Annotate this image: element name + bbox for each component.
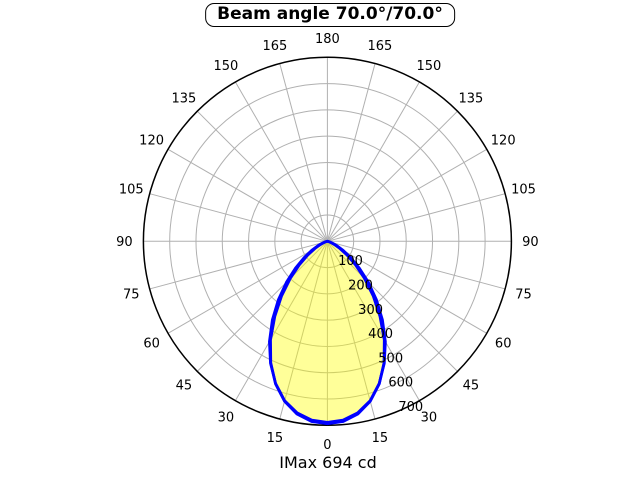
angle-tick-label: 135 bbox=[458, 91, 483, 106]
angle-tick-label: 150 bbox=[416, 59, 441, 74]
angle-tick-label: 75 bbox=[515, 287, 532, 302]
beam-fill bbox=[270, 241, 385, 424]
grid-spoke bbox=[234, 81, 328, 242]
angle-tick-label: 120 bbox=[139, 133, 164, 148]
angle-tick-label: 15 bbox=[267, 431, 284, 446]
angle-tick-label: 120 bbox=[491, 133, 516, 148]
grid-spoke bbox=[327, 110, 458, 242]
angle-tick-label: 60 bbox=[495, 336, 512, 351]
grid-spoke bbox=[167, 148, 328, 242]
grid-spoke bbox=[326, 81, 420, 242]
angle-tick-label: 90 bbox=[522, 235, 539, 250]
radial-tick-label: 300 bbox=[358, 303, 383, 318]
angle-tick-label: 30 bbox=[421, 411, 438, 426]
angle-tick-label: 165 bbox=[367, 39, 392, 54]
angle-tick-label: 105 bbox=[511, 182, 536, 197]
radial-tick-label: 700 bbox=[398, 400, 423, 415]
radial-tick-label: 500 bbox=[378, 351, 403, 366]
grid-spoke bbox=[279, 63, 328, 242]
angle-tick-label: 30 bbox=[218, 411, 235, 426]
angle-tick-label: 45 bbox=[463, 378, 480, 393]
angle-tick-label: 45 bbox=[176, 378, 193, 393]
outer-circle bbox=[142, 56, 513, 427]
angle-tick-label: 135 bbox=[171, 91, 196, 106]
angle-tick-label: 15 bbox=[372, 431, 389, 446]
grid-spoke bbox=[326, 241, 420, 401]
grid-spoke bbox=[196, 110, 328, 242]
angle-tick-label: 0 bbox=[323, 438, 331, 453]
grid-spoke bbox=[327, 240, 506, 290]
radial-tick-label: 400 bbox=[368, 327, 393, 342]
grid-spoke bbox=[326, 63, 376, 242]
radial-tick-label: 100 bbox=[338, 254, 363, 269]
grid-spoke bbox=[327, 148, 487, 242]
grid-spoke bbox=[327, 240, 487, 334]
angle-tick-label: 105 bbox=[119, 182, 144, 197]
angle-tick-label: 150 bbox=[213, 59, 238, 74]
chart-title: Beam angle 70.0°/70.0° bbox=[217, 4, 443, 24]
grid-spoke bbox=[327, 240, 458, 372]
chart-title-box: Beam angle 70.0°/70.0° bbox=[205, 3, 455, 27]
grid-spoke bbox=[149, 240, 328, 290]
angle-tick-label: 60 bbox=[143, 336, 160, 351]
imax-label: IMax 694 cd bbox=[279, 453, 377, 472]
grid-spoke bbox=[327, 193, 506, 242]
grid-spoke bbox=[279, 241, 328, 420]
radial-tick-label: 600 bbox=[388, 376, 413, 391]
grid-spoke bbox=[326, 241, 376, 420]
grid-spoke bbox=[234, 241, 328, 401]
radial-tick-label: 200 bbox=[348, 278, 373, 293]
grid-spoke bbox=[149, 193, 328, 242]
beam-curve-c90-c270 bbox=[268, 239, 387, 424]
grid-spoke bbox=[167, 240, 328, 334]
angle-tick-label: 180 bbox=[315, 32, 340, 47]
angle-tick-label: 75 bbox=[123, 287, 140, 302]
angle-tick-label: 90 bbox=[116, 235, 133, 250]
grid-spoke bbox=[196, 240, 328, 372]
angle-tick-label: 165 bbox=[262, 39, 287, 54]
